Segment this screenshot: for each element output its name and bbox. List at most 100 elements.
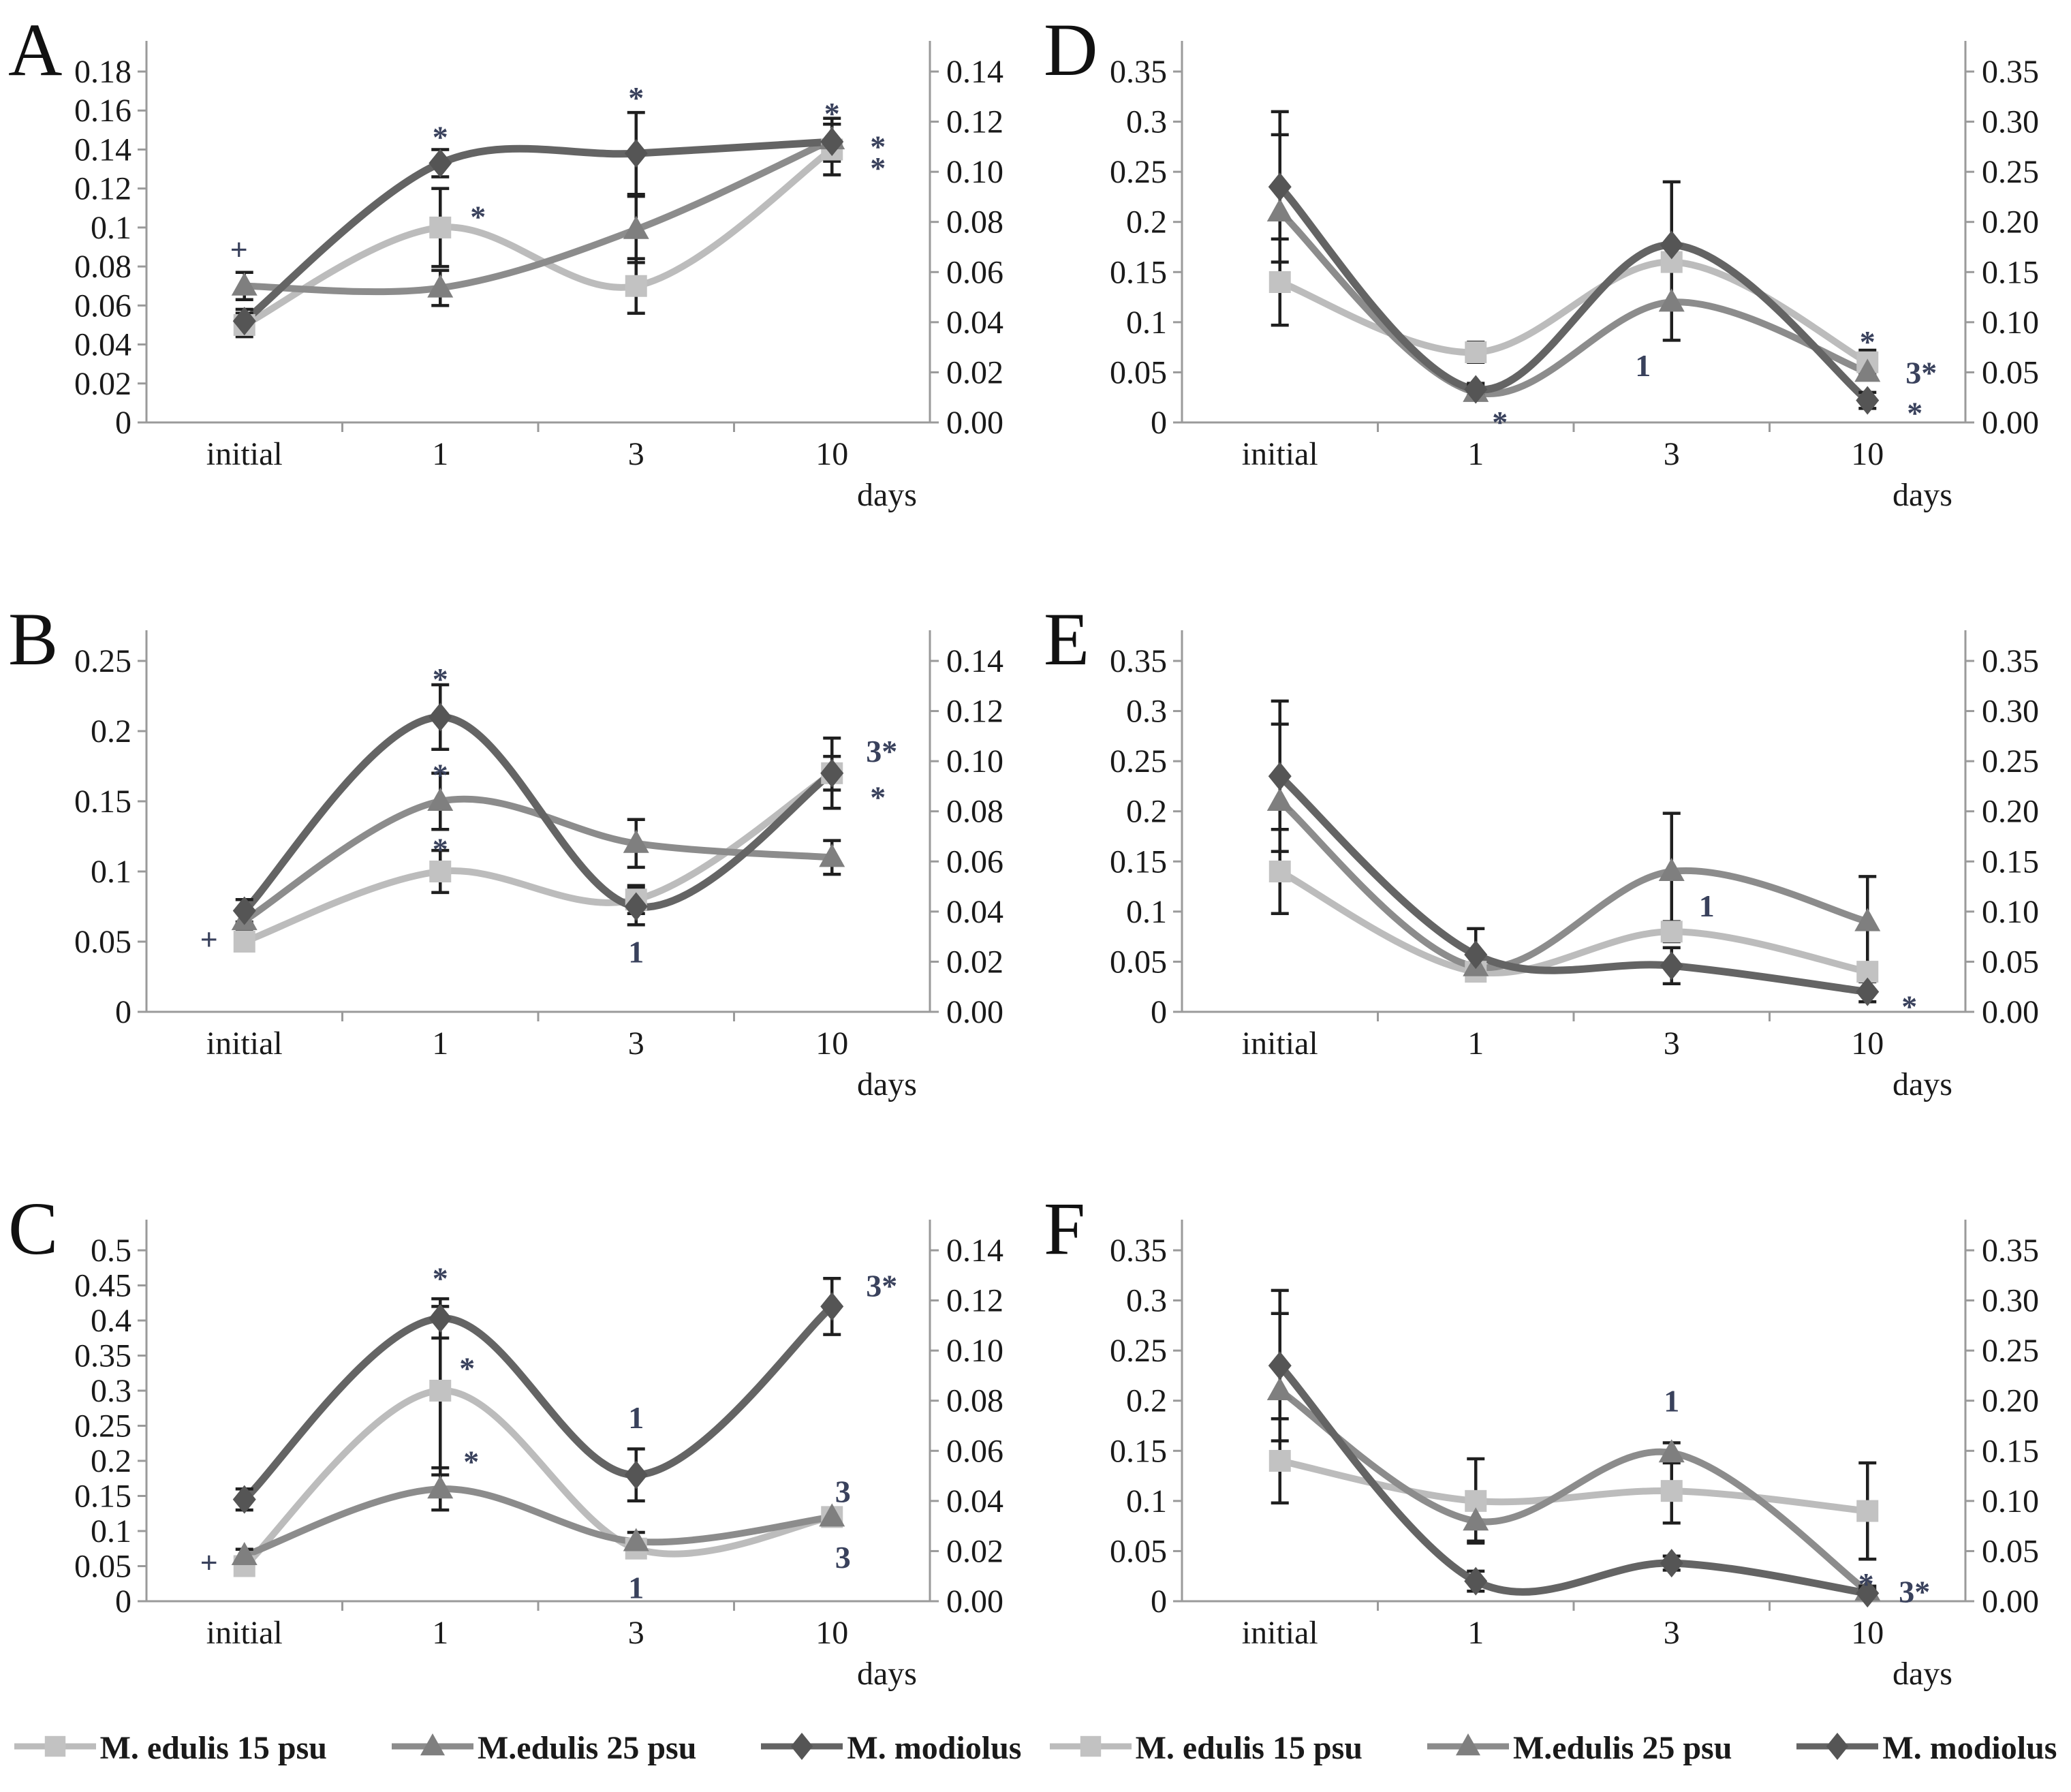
triangle-legend-swatch-svg <box>1427 1733 1509 1756</box>
data-point-diamond <box>624 139 648 168</box>
data-point-diamond <box>820 1292 844 1321</box>
right-axis-tick-label: 0.25 <box>1982 1333 2039 1369</box>
data-point-diamond <box>1856 386 1880 415</box>
right-axis-tick-label: 0.14 <box>946 54 1003 90</box>
x-axis-tick-label: 10 <box>815 1025 848 1062</box>
left-axis-tick-label: 0.25 <box>1110 1333 1167 1369</box>
left-axis-tick-label: 0.35 <box>1110 54 1167 90</box>
right-axis-tick-label: 0.14 <box>946 643 1003 679</box>
data-point-triangle <box>231 1542 258 1566</box>
diamond-series-icon <box>761 1731 843 1765</box>
data-point-diamond <box>1856 977 1880 1006</box>
left-axis-tick-label: 0.05 <box>74 924 131 960</box>
data-point-diamond <box>1268 1351 1292 1380</box>
left-axis-tick-label: 0.05 <box>1110 1533 1167 1569</box>
significance-annotation: * <box>870 151 886 185</box>
panel-e-chart: E 0.35 0.3 0.25 0.2 0.15 0.1 0.05 0 0.35 0.30 0.25 0… <box>1036 593 2071 1158</box>
legend-item-modiolus: M. modiolus <box>761 1729 1021 1767</box>
legend-left-column: M. edulis 15 psu M.edulis 25 psu M. modi… <box>0 1729 1036 1767</box>
x-axis-tick-label: initial <box>206 1025 283 1062</box>
data-point-square <box>1465 341 1487 363</box>
legend-right-column: M. edulis 15 psu M.edulis 25 psu M. modi… <box>1036 1729 2071 1767</box>
panel-c-chart: C 0.5 0.45 0.4 0.35 0.3 0.25 0.2 0.15 0.1 0.05 0 0.1… <box>0 1182 1036 1748</box>
right-axis-tick-label: 0.30 <box>1982 694 2039 730</box>
right-axis-tick-label: 0.05 <box>1982 354 2039 390</box>
panel-letter: F <box>1044 1187 1085 1270</box>
legend-item-edulis15: M. edulis 15 psu <box>14 1729 327 1767</box>
diamond-icon <box>1826 1733 1849 1760</box>
right-axis-tick-label: 0.20 <box>1982 204 2039 241</box>
significance-annotation: 1 <box>628 934 644 969</box>
legend-item-edulis25: M.edulis 25 psu <box>391 1729 696 1767</box>
data-point-triangle <box>231 272 258 296</box>
data-point-triangle <box>1854 358 1881 382</box>
square-icon <box>44 1735 65 1757</box>
right-axis-tick-label: 0.15 <box>1982 1433 2039 1469</box>
right-axis-tick-label: 0.02 <box>946 944 1003 980</box>
panel-f-chart: F 0.35 0.3 0.25 0.2 0.15 0.1 0.05 0 0.35 0.30 0.25 0… <box>1036 1182 2071 1748</box>
data-point-square <box>233 931 255 953</box>
series-line-square <box>1276 1457 1871 1515</box>
data-point-diamond <box>1464 940 1488 970</box>
x-axis-tick-label: 3 <box>628 1025 644 1062</box>
x-axis-tick-label: 1 <box>432 1615 448 1651</box>
right-axis-tick-label: 0.14 <box>946 1233 1003 1269</box>
left-axis-tick-label: 0.1 <box>91 1513 131 1549</box>
data-point-diamond <box>429 702 452 732</box>
left-axis-tick-label: 0.16 <box>74 93 131 129</box>
significance-annotation: 3* <box>1905 355 1937 390</box>
left-axis-tick-label: 0 <box>115 1584 131 1620</box>
x-axis-tick-label: 10 <box>1851 1615 1884 1651</box>
data-point-square <box>1660 921 1683 943</box>
chart-svg-e: E 0.35 0.3 0.25 0.2 0.15 0.1 0.05 0 0.35 0.30 0.25 0… <box>1044 598 2039 1102</box>
left-axis-tick-label: 0.15 <box>1110 844 1167 880</box>
x-axis-tick-label: 3 <box>1664 1025 1680 1062</box>
right-axis-tick-label: 0.00 <box>946 1584 1003 1620</box>
x-axis-tick-label: 10 <box>1851 436 1884 472</box>
series-line-square <box>240 769 836 945</box>
data-point-triangle <box>427 1475 454 1499</box>
right-axis-tick-label: 0.30 <box>1982 104 2039 140</box>
right-axis-tick-label: 0.10 <box>1982 1483 2039 1519</box>
x-axis-tick-label: initial <box>1242 1025 1318 1062</box>
right-axis-tick-label: 0.35 <box>1982 643 2039 679</box>
left-axis-tick-label: 0.35 <box>1110 643 1167 679</box>
diamond-legend-swatch-svg <box>1796 1733 1879 1760</box>
panel-letter: E <box>1044 598 1089 681</box>
right-axis-tick-label: 0.00 <box>1982 1584 2039 1620</box>
data-point-diamond <box>1268 172 1292 202</box>
right-axis-tick-label: 0.06 <box>946 254 1003 290</box>
significance-annotation: + <box>230 232 248 266</box>
significance-annotation: * <box>1858 1566 1874 1601</box>
diamond-legend-swatch-svg <box>761 1733 843 1760</box>
right-axis-tick-label: 0.06 <box>946 1433 1003 1469</box>
data-point-diamond <box>820 127 844 156</box>
series-line-diamond <box>240 1302 836 1504</box>
left-axis-tick-label: 0.1 <box>1126 1483 1167 1519</box>
x-axis-tick-label: initial <box>1242 436 1318 472</box>
right-axis-tick-label: 0.00 <box>946 994 1003 1030</box>
x-axis-tick-label: initial <box>206 1615 283 1651</box>
right-axis-tick-label: 0.05 <box>1982 944 2039 980</box>
right-axis-tick-label: 0.10 <box>946 743 1003 779</box>
right-axis-tick-label: 0.10 <box>946 154 1003 190</box>
left-axis-tick-label: 0.15 <box>74 1479 131 1515</box>
left-axis-tick-label: 0.25 <box>1110 743 1167 779</box>
data-point-diamond <box>1660 1549 1683 1578</box>
x-axis-tick-label: 3 <box>628 1615 644 1651</box>
data-point-diamond <box>429 149 452 178</box>
right-axis-tick-label: 0.10 <box>946 1333 1003 1369</box>
panel-b-chart: B 0.25 0.2 0.15 0.1 0.05 0 0.14 0.12 0.10 0.08 0.06… <box>0 593 1036 1158</box>
left-axis-tick-label: 0.3 <box>1126 694 1167 730</box>
square-legend-swatch-svg <box>1049 1735 1132 1757</box>
right-axis-tick-label: 0.12 <box>946 694 1003 730</box>
data-point-triangle <box>427 274 454 298</box>
data-point-square <box>1856 1500 1879 1522</box>
right-axis-tick-label: 0.00 <box>1982 994 2039 1030</box>
triangle-legend-swatch-svg <box>391 1733 473 1756</box>
right-axis-tick-label: 0.04 <box>946 894 1003 930</box>
x-axis-tick-label: 10 <box>1851 1025 1884 1062</box>
left-axis-tick-label: 0.1 <box>1126 894 1167 930</box>
series-line-triangle <box>1276 1387 1871 1595</box>
